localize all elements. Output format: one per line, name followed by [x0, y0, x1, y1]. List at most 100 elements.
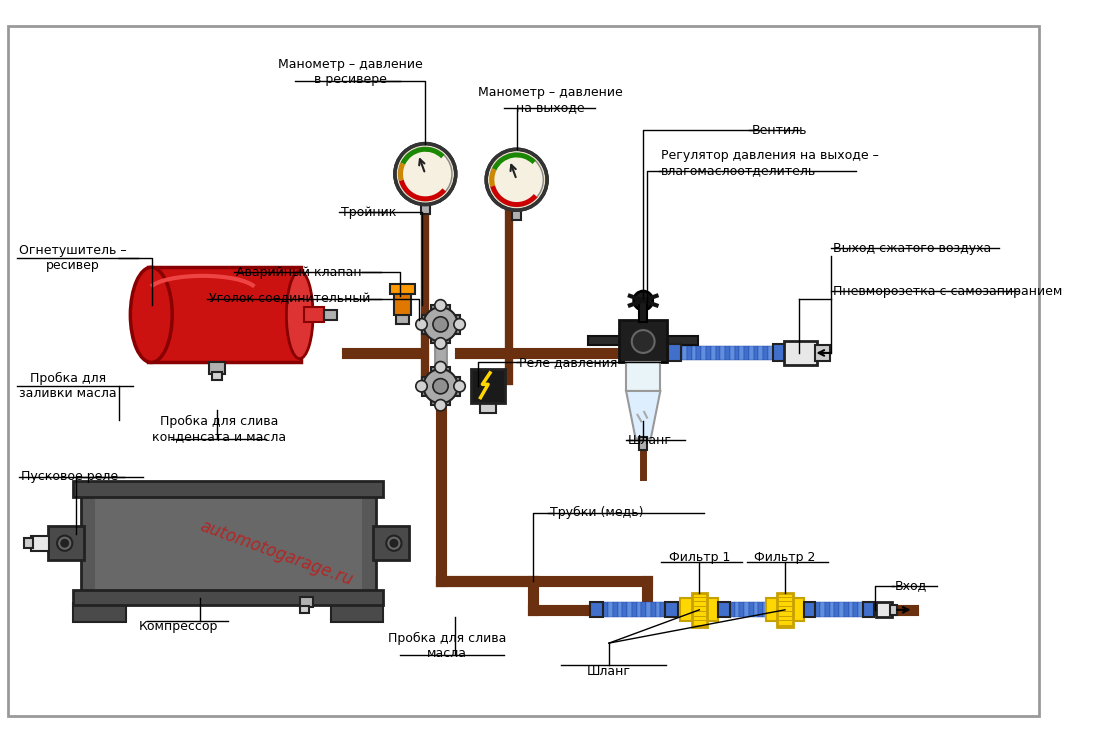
Bar — [815, 345, 829, 361]
Bar — [481, 401, 496, 413]
Bar — [668, 344, 681, 361]
Bar — [744, 603, 749, 617]
Text: Пусковое реле: Пусковое реле — [21, 470, 118, 483]
Bar — [729, 347, 735, 360]
Bar — [696, 347, 701, 360]
Bar — [692, 593, 707, 627]
Bar — [735, 347, 739, 360]
Bar — [739, 603, 744, 617]
Bar — [715, 347, 720, 360]
Bar — [784, 341, 817, 365]
Bar — [299, 606, 309, 613]
Text: Аварийный клапан: Аварийный клапан — [236, 266, 362, 278]
Circle shape — [424, 307, 458, 341]
Bar — [829, 603, 835, 617]
Bar — [639, 299, 647, 323]
Bar — [864, 603, 874, 617]
Text: Трубки (медь): Трубки (медь) — [550, 506, 644, 519]
Circle shape — [390, 539, 398, 547]
Bar — [711, 347, 715, 360]
Bar — [323, 310, 337, 320]
Bar — [619, 320, 667, 362]
Circle shape — [434, 300, 447, 311]
Bar — [729, 603, 735, 617]
Bar — [656, 603, 660, 617]
Bar — [666, 336, 698, 345]
Bar — [754, 603, 758, 617]
Circle shape — [634, 291, 652, 310]
Bar — [637, 603, 641, 617]
Text: Огнетушитель –
ресивер: Огнетушитель – ресивер — [19, 244, 126, 272]
Bar — [890, 605, 898, 614]
Bar — [854, 603, 858, 617]
Circle shape — [57, 536, 73, 551]
Bar — [623, 603, 627, 617]
Circle shape — [434, 361, 447, 373]
Bar — [24, 539, 33, 548]
Text: Шланг: Шланг — [628, 434, 672, 447]
Text: Регулятор давления на выходе –
влагомаслоотделитель: Регулятор давления на выходе – влагомасл… — [661, 148, 879, 177]
Text: Уголок соединительный: Уголок соединительный — [209, 292, 371, 305]
Text: Вход: Вход — [894, 580, 926, 593]
Bar — [212, 372, 222, 380]
Bar — [768, 603, 779, 617]
Bar — [626, 362, 660, 391]
Bar — [725, 347, 729, 360]
Circle shape — [416, 381, 427, 392]
Bar — [431, 367, 450, 405]
Bar — [617, 603, 623, 617]
Circle shape — [434, 399, 447, 411]
Bar — [754, 347, 758, 360]
Bar — [646, 603, 651, 617]
Bar — [766, 598, 779, 621]
Bar — [651, 603, 656, 617]
Circle shape — [486, 149, 547, 210]
Circle shape — [433, 317, 448, 332]
Text: Пробка для слива
масла: Пробка для слива масла — [388, 632, 506, 660]
Bar — [763, 347, 768, 360]
Text: Компрессор: Компрессор — [140, 620, 219, 634]
Text: Тройник: Тройник — [341, 206, 396, 219]
Bar — [641, 603, 646, 617]
Bar — [739, 347, 744, 360]
Bar — [758, 603, 763, 617]
Bar — [749, 347, 754, 360]
Bar — [720, 347, 725, 360]
Bar — [680, 598, 694, 621]
Text: Фильтр 1: Фильтр 1 — [669, 551, 730, 564]
Text: Фильтр 2: Фильтр 2 — [755, 551, 816, 564]
Text: Выход сжатого воздуха: Выход сжатого воздуха — [833, 242, 991, 255]
Text: Пневморозетка с самозапиранием: Пневморозетка с самозапиранием — [833, 285, 1062, 298]
Bar — [768, 347, 772, 360]
Bar — [660, 603, 666, 617]
Bar — [373, 526, 409, 560]
Circle shape — [424, 369, 458, 404]
Bar — [735, 603, 739, 617]
Bar — [74, 603, 125, 623]
Text: Манометр – давление
в ресивере: Манометр – давление в ресивере — [278, 58, 422, 86]
Bar — [844, 603, 849, 617]
Bar — [331, 603, 384, 623]
Bar — [744, 347, 749, 360]
Bar — [396, 313, 409, 324]
Bar — [692, 347, 696, 360]
Bar — [718, 603, 729, 617]
Bar — [688, 347, 692, 360]
Bar — [471, 369, 505, 404]
Bar — [821, 603, 825, 617]
Bar — [74, 482, 384, 496]
Bar — [95, 490, 362, 596]
Bar — [825, 603, 829, 617]
Circle shape — [416, 318, 427, 330]
Bar — [209, 362, 224, 374]
Bar — [804, 603, 815, 617]
Bar — [706, 347, 711, 360]
Bar — [431, 306, 450, 344]
Text: Шланг: Шланг — [587, 665, 631, 678]
Bar — [758, 347, 763, 360]
Bar — [772, 344, 785, 361]
Circle shape — [454, 381, 465, 392]
Circle shape — [434, 338, 447, 349]
Bar — [590, 603, 603, 617]
Bar — [627, 603, 631, 617]
